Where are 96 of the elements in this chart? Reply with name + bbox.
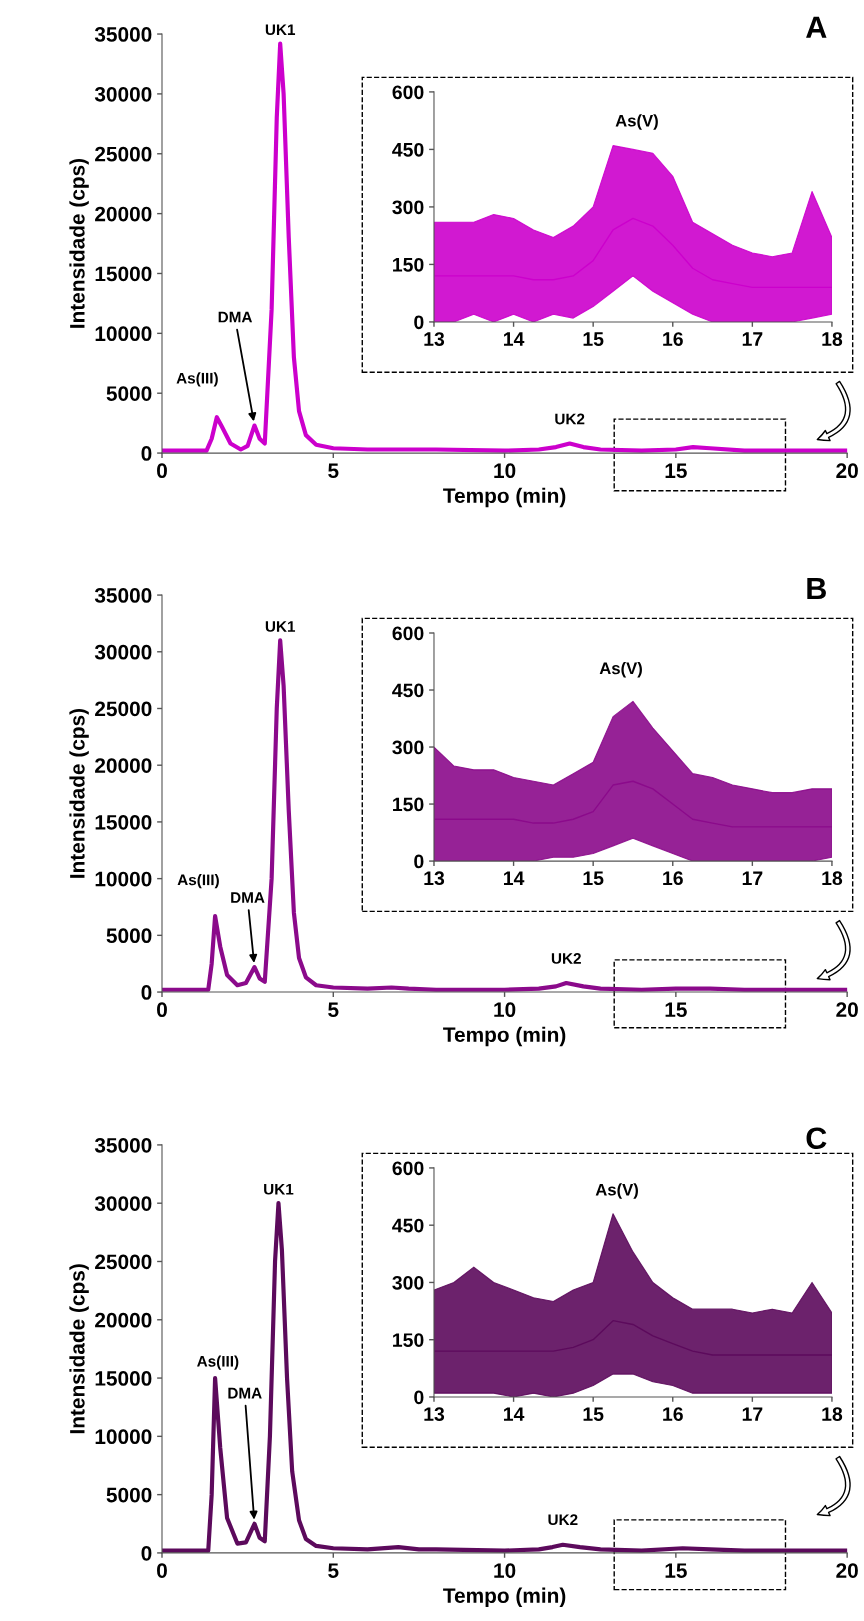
x-tick-label: 20 bbox=[836, 1563, 858, 1578]
annotation: As(V) bbox=[599, 661, 642, 678]
x-tick-label: 15 bbox=[583, 332, 604, 346]
y-tick-label: 0 bbox=[141, 446, 152, 461]
x-tick-label: 10 bbox=[494, 1002, 516, 1018]
y-tick-label: 35000 bbox=[94, 588, 152, 603]
x-tick-label: 17 bbox=[742, 871, 763, 885]
x-tick-label: 17 bbox=[742, 1407, 763, 1421]
y-tick-label: 10000 bbox=[95, 871, 152, 887]
y-tick-label: 15000 bbox=[95, 266, 152, 282]
x-tick-label: 5 bbox=[328, 463, 339, 479]
x-tick-label: 17 bbox=[742, 332, 763, 346]
y-tick-label: 20000 bbox=[95, 758, 152, 773]
x-tick-label: 15 bbox=[665, 1563, 687, 1578]
y-tick-label: 35000 bbox=[94, 27, 152, 42]
y-tick-label: 150 bbox=[393, 257, 424, 272]
y-tick-label: 150 bbox=[393, 797, 424, 812]
y-tick-label: 15000 bbox=[95, 814, 152, 830]
annotation: UK2 bbox=[551, 953, 581, 964]
y-tick-label: 0 bbox=[414, 1390, 424, 1405]
y-tick-label: 600 bbox=[392, 626, 424, 641]
x-tick-label: 15 bbox=[583, 871, 604, 886]
y-tick-label: 150 bbox=[393, 1333, 424, 1347]
x-tick-label: 14 bbox=[503, 1407, 525, 1421]
x-tick-label: 14 bbox=[503, 332, 525, 346]
y-tick-label: 15000 bbox=[95, 1371, 152, 1386]
annotation: UK1 bbox=[264, 1183, 294, 1195]
x-tick-label: 14 bbox=[503, 871, 525, 885]
annotation: DMA bbox=[218, 311, 253, 323]
y-tick-label: 35000 bbox=[94, 1137, 152, 1153]
x-axis-title: Tempo (min) bbox=[443, 487, 566, 508]
y-tick-label: 0 bbox=[141, 985, 152, 1000]
annotation: UK2 bbox=[548, 1514, 578, 1526]
x-tick-label: 20 bbox=[836, 1002, 858, 1018]
x-tick-label: 15 bbox=[665, 463, 687, 479]
x-axis-title: Tempo (min) bbox=[443, 1026, 566, 1047]
y-tick-label: 300 bbox=[392, 740, 424, 755]
annotation: As(III) bbox=[176, 372, 218, 387]
annotation: As(III) bbox=[197, 1355, 239, 1370]
y-tick-label: 30000 bbox=[94, 644, 152, 660]
annotation: As(III) bbox=[177, 874, 219, 889]
chart-title: B bbox=[807, 577, 826, 599]
y-tick-label: 300 bbox=[392, 1275, 424, 1290]
y-tick-label: 450 bbox=[392, 683, 424, 698]
y-tick-label: 25000 bbox=[95, 146, 152, 162]
y-tick-label: 5000 bbox=[106, 1487, 152, 1503]
x-tick-label: 13 bbox=[424, 1407, 445, 1422]
x-tick-label: 20 bbox=[836, 463, 858, 479]
y-tick-label: 450 bbox=[392, 142, 424, 157]
annotation: UK2 bbox=[555, 413, 585, 425]
x-tick-label: 5 bbox=[328, 1002, 339, 1018]
x-tick-label: 13 bbox=[424, 332, 445, 346]
annotation: DMA bbox=[228, 1387, 262, 1399]
y-tick-label: 10000 bbox=[95, 1429, 152, 1445]
x-tick-label: 16 bbox=[663, 332, 683, 346]
x-tick-label: 15 bbox=[665, 1002, 687, 1018]
x-tick-label: 10 bbox=[494, 463, 516, 479]
x-tick-label: 18 bbox=[822, 332, 843, 346]
x-tick-label: 16 bbox=[663, 871, 683, 886]
y-tick-label: 0 bbox=[414, 854, 424, 869]
annotation: UK1 bbox=[265, 24, 296, 36]
y-tick-label: 450 bbox=[392, 1218, 424, 1233]
x-tick-label: 15 bbox=[583, 1407, 604, 1421]
y-tick-label: 600 bbox=[392, 1161, 424, 1176]
y-tick-label: 25000 bbox=[95, 701, 152, 717]
x-tick-label: 10 bbox=[494, 1563, 516, 1578]
y-tick-label: 20000 bbox=[95, 206, 152, 222]
chart-title: C bbox=[806, 1127, 827, 1150]
y-axis-title: Intensidade (cps) bbox=[69, 708, 89, 878]
x-tick-label: 18 bbox=[822, 1407, 843, 1421]
y-tick-label: 20000 bbox=[95, 1312, 152, 1328]
y-tick-label: 0 bbox=[414, 315, 424, 330]
annotation: DMA bbox=[231, 892, 265, 903]
x-tick-label: 16 bbox=[663, 1407, 683, 1421]
x-tick-label: 0 bbox=[157, 463, 167, 479]
x-tick-label: 18 bbox=[822, 871, 843, 886]
y-tick-label: 5000 bbox=[106, 928, 152, 944]
annotation: UK1 bbox=[265, 621, 296, 632]
y-axis-title: Intensidade (cps) bbox=[69, 1264, 89, 1434]
annotation: As(V) bbox=[615, 114, 658, 130]
y-tick-label: 30000 bbox=[94, 1196, 152, 1211]
x-tick-label: 0 bbox=[157, 1002, 167, 1018]
y-tick-label: 10000 bbox=[95, 326, 152, 342]
x-tick-label: 13 bbox=[424, 871, 445, 886]
y-tick-label: 5000 bbox=[106, 386, 152, 401]
y-axis-title: Intensidade (cps) bbox=[69, 158, 89, 328]
y-tick-label: 25000 bbox=[95, 1254, 152, 1270]
annotation: As(V) bbox=[595, 1183, 638, 1199]
chart-title: A bbox=[806, 16, 827, 38]
y-tick-label: 0 bbox=[141, 1545, 152, 1561]
x-axis-title: Tempo (min) bbox=[443, 1587, 566, 1608]
y-tick-label: 300 bbox=[392, 200, 424, 215]
x-tick-label: 0 bbox=[157, 1563, 167, 1578]
x-tick-label: 5 bbox=[328, 1563, 339, 1578]
y-tick-label: 30000 bbox=[94, 86, 152, 102]
y-tick-label: 600 bbox=[392, 85, 424, 100]
